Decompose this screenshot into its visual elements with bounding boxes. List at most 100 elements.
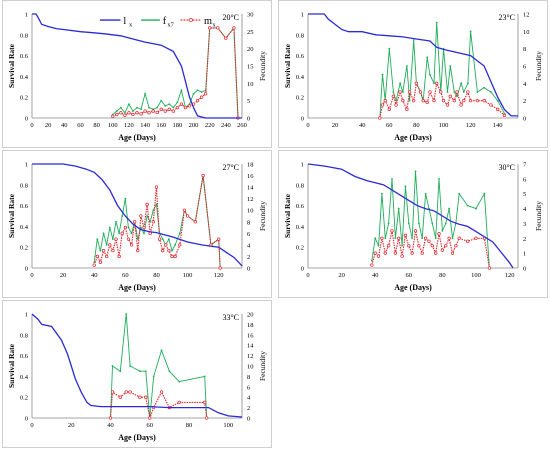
y2-tick-label: 18 [247, 162, 254, 169]
series-mx-point [468, 99, 473, 103]
x-tick-label: 240 [221, 122, 231, 129]
series-fx7-point [387, 222, 390, 225]
series-fx7-point [136, 238, 139, 241]
series-mx-point [391, 94, 396, 98]
series-fx7-point [414, 170, 417, 173]
series-mx-point [482, 99, 486, 103]
series-fx7-point [424, 192, 427, 195]
series-mx-point [447, 236, 451, 240]
y2-axis-title: Fecundity [258, 51, 267, 81]
x-axis-title: Age (Days) [394, 133, 432, 142]
series-fx7-point [178, 380, 181, 383]
y-tick-label: 0.8 [296, 182, 304, 189]
series-mx-point [123, 113, 127, 117]
y-tick-label: 0 [25, 116, 28, 123]
y-tick-label: 0.8 [20, 32, 28, 39]
series-mx-point [208, 26, 212, 30]
series-mx-point [120, 231, 124, 235]
series-mx-point [423, 236, 428, 240]
series-mx-point [410, 251, 414, 255]
legend-mx-label: m [204, 16, 212, 27]
series-mx-point [205, 416, 209, 420]
y-axis-title: Survival Rate [7, 193, 16, 238]
series-fx7-point [444, 222, 447, 225]
y-tick-label: 0.2 [20, 395, 28, 402]
series-fx7-point [433, 82, 435, 85]
series-mx-point [457, 236, 461, 240]
series-mx-point [142, 225, 146, 230]
series-mx-line [371, 230, 490, 269]
x-tick-label: 20 [332, 122, 339, 129]
x-axis-title: Age (Days) [118, 433, 156, 442]
x-tick-label: 0 [30, 122, 33, 129]
series-fx7-point [434, 237, 437, 240]
series-mx-point [373, 251, 377, 255]
series-mx-point [474, 236, 478, 240]
series-mx-point [414, 81, 419, 85]
series-mx-point [448, 94, 452, 98]
series-mx-point [441, 99, 446, 103]
series-fx7-point [96, 238, 99, 241]
series-mx-point [128, 390, 132, 394]
series-fx7-point [168, 103, 171, 106]
series-mx-point [403, 233, 408, 237]
y-tick-label: 0.6 [20, 53, 29, 60]
series-mx-point [115, 112, 119, 117]
x-tick-label: 20 [60, 272, 67, 279]
y2-axis-title: Fecundity [258, 201, 267, 231]
panel-border [2, 0, 272, 148]
series-mx-point [502, 113, 507, 118]
series-mx-point [390, 229, 394, 233]
y-tick-label: 0.6 [20, 203, 29, 210]
x-tick-label: 80 [439, 272, 446, 279]
series-mx-point [462, 99, 466, 103]
x-axis-title: Age (Days) [118, 133, 156, 142]
y2-tick-label: 12 [523, 12, 530, 19]
series-mx-point [124, 390, 128, 394]
x-tick-label: 80 [413, 122, 420, 129]
series-mx-point [394, 103, 398, 107]
series-fx7-point [490, 91, 492, 93]
y2-tick-label: 30 [247, 12, 254, 19]
series-mx-point [383, 99, 387, 103]
legend-lx-subscript: x [129, 22, 133, 29]
series-fx7-point [203, 375, 206, 378]
x-tick-label: 60 [386, 122, 393, 129]
series-mx-point [182, 208, 187, 212]
y-tick-label: 0.2 [296, 245, 304, 252]
series-fx7-point [417, 222, 420, 225]
x-tick-label: 0 [30, 422, 33, 429]
series-fx7-point [160, 349, 163, 352]
series-fx7-point [115, 220, 117, 223]
series-fx7-point [394, 237, 397, 240]
series-mx-point [138, 395, 142, 399]
series-fx7-point [408, 99, 411, 102]
series-mx-point [117, 254, 121, 259]
series-mx-point [178, 243, 182, 247]
x-tick-label: 40 [91, 272, 98, 279]
y-tick-label: 1 [301, 162, 304, 169]
x-tick-label: 60 [406, 272, 413, 279]
series-fx7-point [167, 238, 170, 241]
panel-border [278, 150, 548, 298]
x-tick-label: 100 [183, 272, 193, 279]
series-mx-point [179, 102, 184, 106]
series-fx7-point [421, 237, 424, 240]
series-mx-point [159, 390, 164, 394]
series-mx-point [370, 263, 374, 267]
series-fx7-point [143, 232, 145, 235]
series-mx-point [111, 249, 115, 253]
legend-fx-label: f [163, 16, 167, 27]
y2-tick-label: 10 [247, 208, 254, 215]
series-mx-point [217, 237, 221, 241]
x-tick-label: 40 [61, 122, 68, 129]
series-fx7-point [140, 108, 142, 111]
series-mx-point [398, 90, 402, 94]
series-fx7-point [152, 375, 155, 378]
series-mx-point [185, 214, 190, 218]
series-mx-point [105, 254, 109, 259]
y2-tick-label: 4 [523, 81, 527, 88]
series-mx-point [435, 81, 439, 85]
y-tick-label: 1 [25, 12, 28, 19]
series-fx7-point [130, 232, 133, 235]
